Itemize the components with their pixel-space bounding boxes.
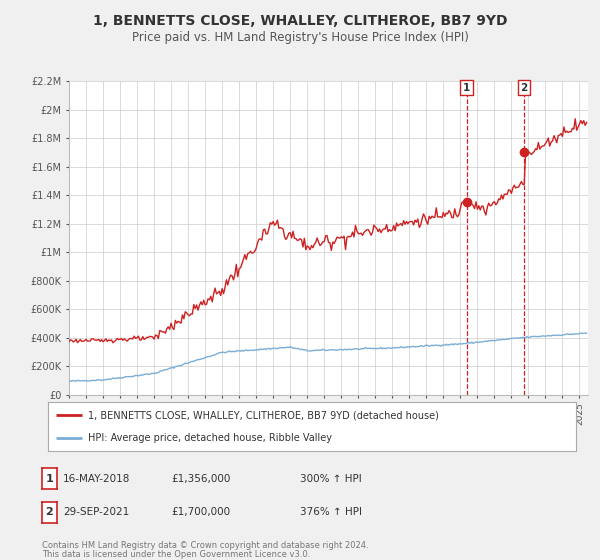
Text: HPI: Average price, detached house, Ribble Valley: HPI: Average price, detached house, Ribb… bbox=[88, 433, 332, 444]
Text: 2: 2 bbox=[46, 507, 53, 517]
Text: 29-SEP-2021: 29-SEP-2021 bbox=[63, 507, 129, 517]
Text: This data is licensed under the Open Government Licence v3.0.: This data is licensed under the Open Gov… bbox=[42, 550, 310, 559]
Text: 1: 1 bbox=[46, 474, 53, 484]
Text: 1, BENNETTS CLOSE, WHALLEY, CLITHEROE, BB7 9YD (detached house): 1, BENNETTS CLOSE, WHALLEY, CLITHEROE, B… bbox=[88, 410, 439, 421]
Text: £1,700,000: £1,700,000 bbox=[171, 507, 230, 517]
Text: 2: 2 bbox=[521, 83, 528, 93]
Text: 300% ↑ HPI: 300% ↑ HPI bbox=[300, 474, 362, 484]
Text: 1: 1 bbox=[463, 83, 470, 93]
Text: 16-MAY-2018: 16-MAY-2018 bbox=[63, 474, 130, 484]
Text: Contains HM Land Registry data © Crown copyright and database right 2024.: Contains HM Land Registry data © Crown c… bbox=[42, 542, 368, 550]
Text: 376% ↑ HPI: 376% ↑ HPI bbox=[300, 507, 362, 517]
Text: 1, BENNETTS CLOSE, WHALLEY, CLITHEROE, BB7 9YD: 1, BENNETTS CLOSE, WHALLEY, CLITHEROE, B… bbox=[93, 14, 507, 28]
Text: £1,356,000: £1,356,000 bbox=[171, 474, 230, 484]
Text: Price paid vs. HM Land Registry's House Price Index (HPI): Price paid vs. HM Land Registry's House … bbox=[131, 31, 469, 44]
